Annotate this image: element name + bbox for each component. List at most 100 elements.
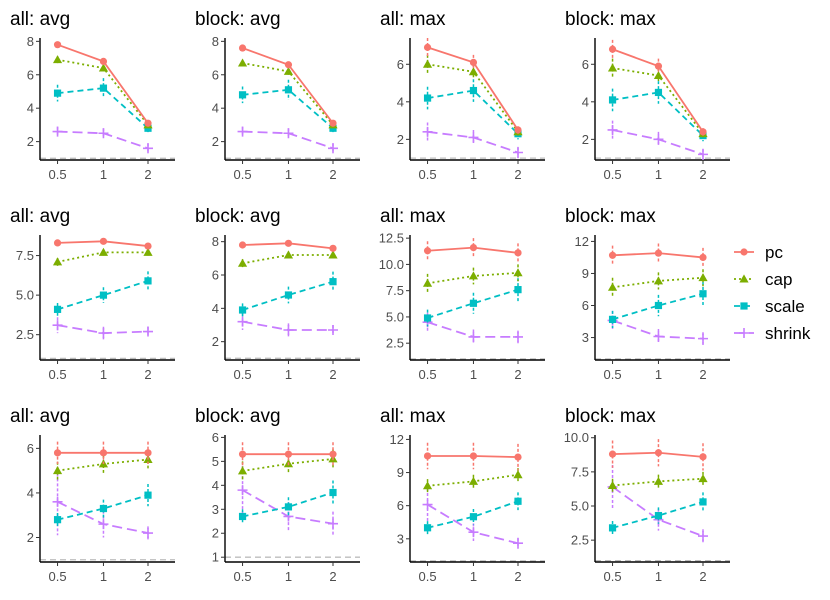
data-point-shrink: [143, 143, 153, 154]
data-point-pc: [238, 44, 247, 52]
y-tick-label: 6: [582, 298, 589, 313]
y-tick-label: 6: [397, 498, 404, 513]
data-point-pc: [469, 244, 478, 252]
x-tick-label: 2: [514, 167, 521, 182]
y-tick-label: 2.5: [386, 336, 404, 351]
data-point-pc: [608, 45, 617, 53]
panel: block: max 2.5 5.0 7.5 10.0 0.5 1 2: [564, 406, 730, 584]
panel-title: all: avg: [10, 206, 70, 227]
y-tick-label: 8: [212, 34, 219, 49]
y-tick-label: 4: [212, 478, 219, 493]
legend: pc cap scale shrink: [734, 243, 811, 343]
data-point-cap: [468, 271, 479, 280]
data-point-cap: [422, 481, 433, 490]
legend-item-shrink: shrink: [734, 324, 811, 343]
panel-title: block: max: [565, 406, 656, 427]
series-line-scale: [612, 292, 704, 321]
data-point-cap: [698, 273, 708, 282]
panel: all: max 2.5 5.0 7.5 10.0 12.5 0.5 1 2: [379, 206, 545, 382]
data-point-scale: [99, 291, 108, 299]
data-point-cap: [237, 466, 248, 475]
series-cap: [422, 264, 523, 293]
y-tick-label: 6: [27, 67, 34, 82]
y-tick-label: 7.5: [16, 248, 34, 263]
x-tick-label: 2: [329, 367, 336, 382]
data-point-cap: [468, 476, 479, 485]
data-point-pc: [423, 43, 432, 51]
data-point-shrink: [698, 333, 708, 344]
x-tick-label: 2: [514, 569, 521, 584]
y-tick-label: 5.0: [16, 288, 34, 303]
series-shrink: [52, 126, 153, 154]
series-line-scale: [242, 88, 334, 129]
data-point-cap: [513, 470, 523, 479]
data-point-shrink: [237, 316, 248, 327]
y-tick-label: 2.5: [571, 533, 589, 548]
series-line-scale: [427, 89, 519, 135]
data-point-pc: [144, 119, 152, 127]
series-cap: [607, 471, 708, 493]
y-tick-label: 2: [27, 134, 34, 149]
x-tick-label: 1: [100, 367, 107, 382]
y-tick-label: 3: [397, 531, 404, 546]
data-point-cap: [653, 476, 664, 485]
legend-marker-cap: [739, 274, 749, 283]
series-shrink: [237, 126, 338, 154]
panel: all: max 2 4 6 0.5 1 2: [380, 9, 545, 182]
panel-title: block: avg: [195, 206, 281, 227]
x-tick-label: 2: [144, 367, 151, 382]
series-pc: [423, 442, 522, 471]
y-tick-label: 2: [212, 334, 219, 349]
data-point-cap: [52, 55, 63, 64]
panel-title: all: max: [380, 406, 446, 427]
legend-label: shrink: [765, 324, 811, 343]
x-tick-label: 2: [329, 167, 336, 182]
data-point-shrink: [283, 325, 294, 335]
y-tick-label: 4: [212, 101, 219, 116]
data-point-cap: [607, 480, 618, 489]
y-tick-label: 5.0: [386, 309, 404, 324]
panel-title: all: max: [380, 9, 446, 30]
x-tick-label: 0.5: [49, 167, 67, 182]
x-tick-label: 2: [699, 167, 706, 182]
data-point-shrink: [698, 531, 708, 542]
x-tick-label: 0.5: [234, 167, 252, 182]
series-line-scale: [612, 91, 704, 137]
y-tick-label: 12: [390, 432, 404, 447]
y-tick-label: 10.0: [379, 257, 404, 272]
y-tick-label: 2: [27, 530, 34, 545]
data-point-pc: [284, 239, 293, 247]
data-point-pc: [608, 450, 617, 458]
data-point-shrink: [422, 126, 433, 137]
data-point-pc: [329, 119, 337, 127]
data-point-shrink: [98, 519, 109, 530]
y-tick-label: 2: [397, 132, 404, 147]
series-shrink: [607, 120, 708, 160]
series-cap: [607, 58, 708, 138]
y-tick-label: 4: [582, 94, 589, 109]
x-tick-label: 2: [144, 167, 151, 182]
legend-label: scale: [765, 297, 805, 316]
series-line-scale: [612, 501, 704, 529]
data-point-shrink: [328, 518, 338, 529]
data-point-shrink: [237, 485, 248, 496]
series-pc: [238, 442, 337, 467]
data-point-shrink: [468, 331, 479, 342]
data-point-pc: [284, 61, 293, 69]
data-point-cap: [698, 474, 708, 483]
data-point-pc: [238, 450, 247, 458]
y-tick-label: 8: [212, 234, 219, 249]
data-point-cap: [237, 258, 248, 267]
series-line-scale: [427, 500, 519, 529]
x-tick-label: 1: [470, 167, 477, 182]
data-point-pc: [654, 249, 663, 257]
data-point-cap: [98, 247, 109, 256]
x-tick-label: 0.5: [49, 367, 67, 382]
series-scale: [423, 492, 522, 535]
data-point-cap: [237, 58, 248, 67]
data-point-shrink: [52, 126, 63, 137]
series-pc: [53, 441, 152, 464]
data-point-shrink: [698, 149, 708, 160]
